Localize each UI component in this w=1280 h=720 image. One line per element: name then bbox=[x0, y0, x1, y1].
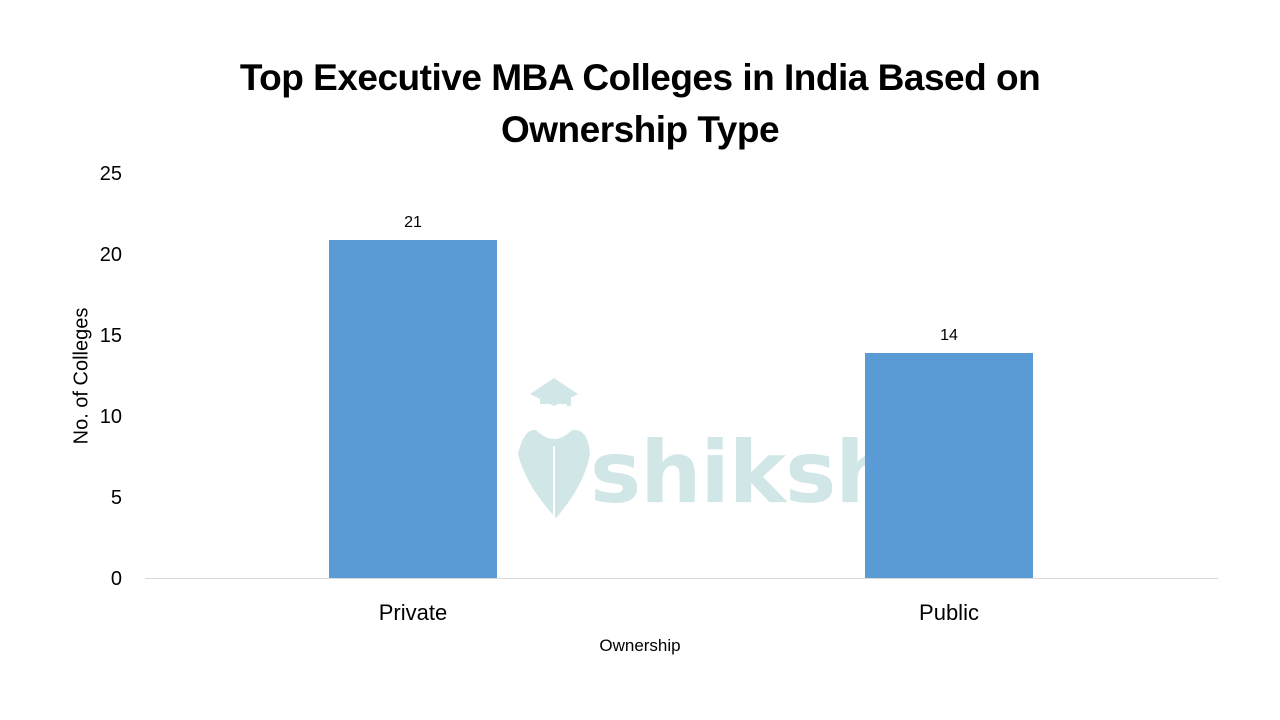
y-tick-10: 10 bbox=[99, 406, 122, 428]
y-tick-5: 5 bbox=[110, 487, 122, 509]
x-axis-label: Ownership bbox=[599, 636, 681, 655]
bar-value-label-public: 14 bbox=[940, 327, 958, 344]
bar-public bbox=[865, 353, 1033, 579]
bar-value-label-private: 21 bbox=[404, 214, 422, 231]
x-axis-line bbox=[145, 578, 1218, 579]
y-tick-25: 25 bbox=[99, 163, 122, 185]
bar-private bbox=[329, 240, 497, 579]
y-tick-20: 20 bbox=[99, 244, 122, 266]
y-tick-15: 15 bbox=[99, 325, 122, 347]
y-tick-0: 0 bbox=[110, 568, 122, 590]
graduate-cap-icon bbox=[518, 378, 590, 518]
x-tick-public: Public bbox=[919, 600, 979, 625]
chart-title: Top Executive MBA Colleges in India Base… bbox=[0, 52, 1280, 156]
shiksha-watermark: shiksha bbox=[512, 376, 954, 526]
chart-title-line-1: Top Executive MBA Colleges in India Base… bbox=[239, 57, 1041, 98]
chart-title-line-2: Ownership Type bbox=[500, 109, 780, 150]
x-tick-private: Private bbox=[378, 600, 448, 625]
